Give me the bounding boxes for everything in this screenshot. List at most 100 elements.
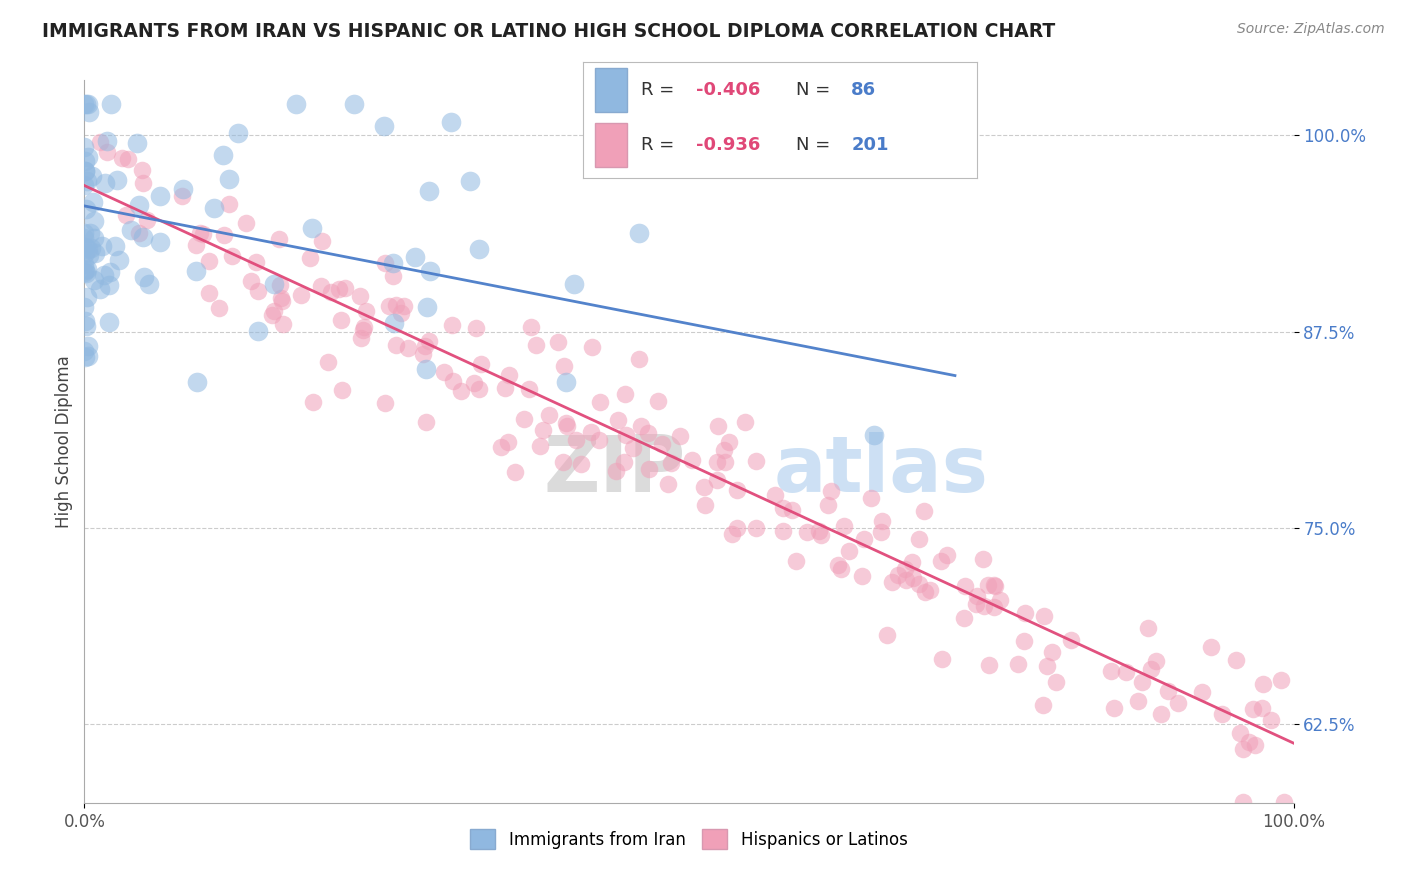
Point <box>1156 684 1178 698</box>
Point <box>415 415 437 429</box>
Point <box>121 223 143 237</box>
Point <box>100 96 122 111</box>
Point <box>79 105 101 120</box>
Point <box>808 524 831 539</box>
Point <box>893 562 915 576</box>
Point <box>894 574 917 588</box>
Point <box>1272 796 1295 810</box>
Point <box>97 277 120 292</box>
Point <box>498 368 520 382</box>
Point <box>880 575 903 590</box>
Point <box>1032 698 1054 712</box>
Point <box>1191 685 1213 699</box>
Point <box>706 455 728 469</box>
Point <box>657 476 679 491</box>
Point <box>1144 654 1167 668</box>
Point <box>212 148 235 162</box>
Point <box>117 153 139 167</box>
Point <box>555 416 578 430</box>
Point <box>186 375 208 389</box>
Point <box>463 376 485 391</box>
Point <box>887 568 910 582</box>
Point <box>1012 634 1035 648</box>
Point <box>496 435 519 450</box>
Point <box>73 257 96 271</box>
Point <box>94 176 117 190</box>
Point <box>382 317 405 331</box>
Point <box>301 394 323 409</box>
Point <box>198 285 221 300</box>
Point <box>901 555 924 569</box>
Point <box>870 524 893 539</box>
Point <box>77 248 100 262</box>
Point <box>316 355 339 369</box>
Point <box>914 584 936 599</box>
Point <box>1040 645 1063 659</box>
Point <box>977 578 1000 592</box>
Text: -0.406: -0.406 <box>696 81 761 99</box>
Point <box>221 250 243 264</box>
Point <box>77 339 100 353</box>
Point <box>1211 707 1233 722</box>
Point <box>271 293 294 308</box>
Point <box>441 375 464 389</box>
Point <box>796 524 818 539</box>
Point <box>827 558 849 572</box>
Point <box>908 532 931 546</box>
Point <box>623 441 645 455</box>
Point <box>1225 653 1247 667</box>
Point <box>538 408 561 422</box>
Point <box>98 265 121 279</box>
Point <box>75 202 97 217</box>
Point <box>1150 707 1173 722</box>
Point <box>988 593 1011 607</box>
Point <box>91 238 114 252</box>
Point <box>1201 640 1223 654</box>
Point <box>659 457 682 471</box>
Point <box>772 524 794 538</box>
Point <box>713 443 735 458</box>
Point <box>73 245 96 260</box>
Point <box>107 253 129 268</box>
Point <box>782 503 804 517</box>
Point <box>589 395 612 409</box>
Text: atlas: atlas <box>773 433 988 508</box>
Point <box>1045 675 1067 690</box>
Point <box>955 579 977 593</box>
Point <box>267 232 290 246</box>
Point <box>385 338 408 352</box>
Point <box>115 208 138 222</box>
Point <box>208 301 231 315</box>
Point <box>513 412 536 426</box>
Point <box>105 173 128 187</box>
Point <box>647 394 669 409</box>
Point <box>637 425 659 440</box>
Point <box>392 300 415 314</box>
Point <box>76 96 98 111</box>
Point <box>1059 632 1081 647</box>
Point <box>73 300 96 314</box>
Point <box>246 325 269 339</box>
Point <box>725 521 748 535</box>
Point <box>104 239 127 253</box>
Point <box>79 226 101 240</box>
Text: R =: R = <box>641 81 679 99</box>
Point <box>695 499 717 513</box>
Point <box>415 362 437 376</box>
Point <box>458 174 481 188</box>
Point <box>907 577 929 591</box>
Point <box>132 270 155 285</box>
Point <box>1140 662 1163 676</box>
Point <box>630 419 652 434</box>
Point <box>717 435 740 450</box>
Point <box>581 340 603 354</box>
Point <box>198 254 221 268</box>
Point <box>714 455 737 469</box>
Point <box>929 554 952 568</box>
Point <box>562 277 585 291</box>
Point <box>627 227 650 241</box>
Point <box>128 227 150 241</box>
Point <box>298 251 321 265</box>
Point <box>80 241 103 255</box>
Point <box>127 136 149 151</box>
